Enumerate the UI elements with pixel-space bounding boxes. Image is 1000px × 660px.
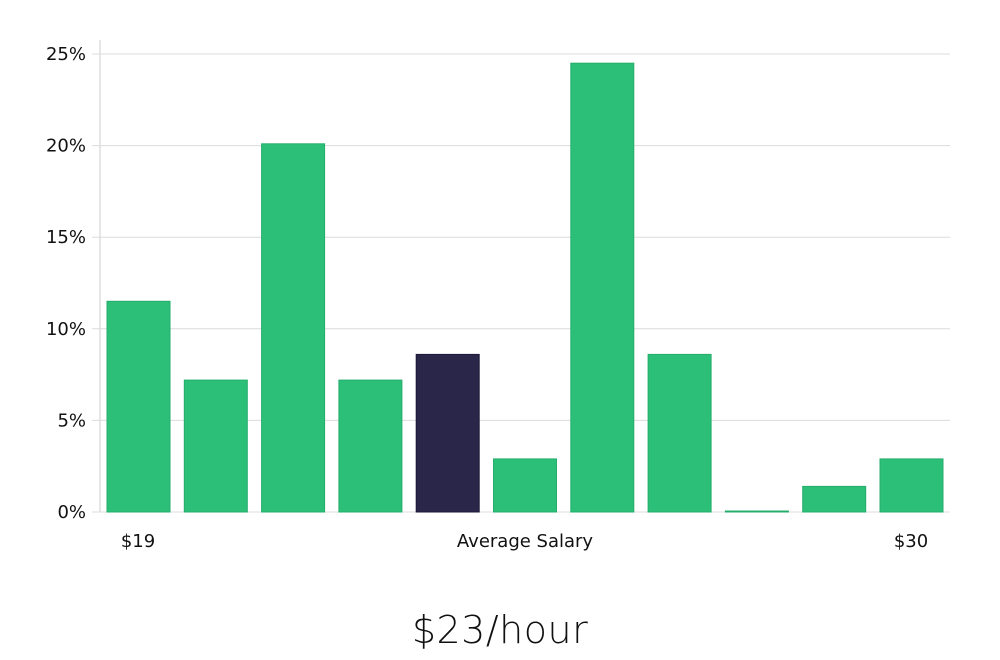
x-label-min: $19 [121, 531, 155, 552]
y-tick-label: 0% [57, 502, 86, 523]
bar-average-salary [415, 353, 480, 513]
x-label-average-salary: Average Salary [457, 531, 594, 552]
y-tick-label: 15% [46, 227, 86, 248]
y-tick-label: 5% [57, 410, 86, 431]
salary-histogram-chart: 0% 5% 10% 15% 20% 25% $19 Average Salary $30 [46, 40, 950, 552]
bar [261, 143, 326, 513]
average-salary-value: $23/hour [411, 608, 589, 652]
y-axis-ticks: 0% 5% 10% 15% 20% 25% [46, 44, 86, 523]
bar [802, 485, 867, 513]
y-tick-label: 20% [46, 136, 86, 157]
bar [493, 458, 557, 513]
bar [570, 62, 635, 513]
bars [106, 62, 944, 513]
y-tick-label: 25% [46, 44, 86, 65]
x-axis-labels: $19 Average Salary $30 [121, 531, 928, 552]
bar [183, 379, 248, 513]
y-tick-label: 10% [46, 319, 86, 340]
bar [647, 353, 712, 513]
x-label-max: $30 [894, 531, 928, 552]
bar [338, 379, 403, 513]
bar [106, 300, 171, 513]
bar [724, 510, 789, 513]
bar [879, 458, 944, 513]
